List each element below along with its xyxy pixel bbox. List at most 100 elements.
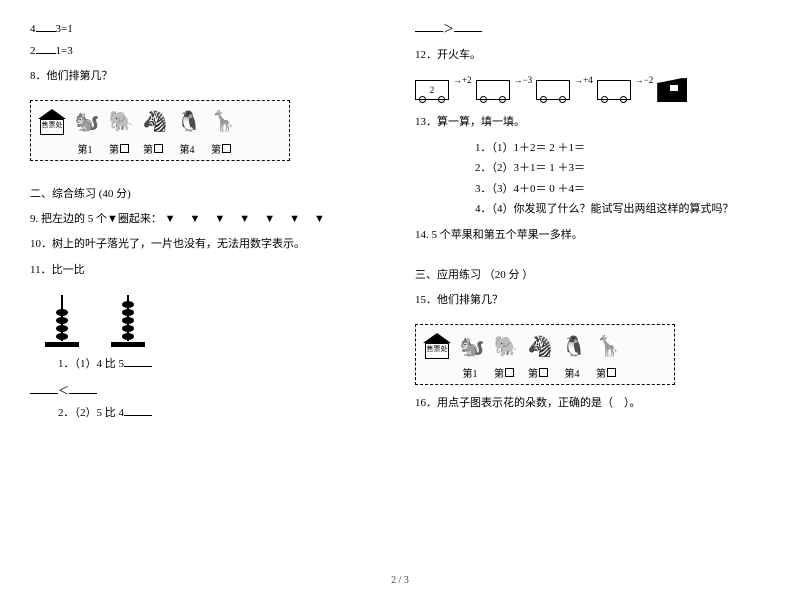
pos-1: 第1 bbox=[456, 365, 484, 380]
pos-5: 第 bbox=[207, 141, 235, 156]
train-figure: 2 →+2 →−3 →+4 →−2 bbox=[415, 78, 770, 102]
pos-prefix: 第 bbox=[596, 365, 606, 380]
gt-line: ＞ bbox=[415, 20, 770, 39]
question-8: 8．他们排第几？ bbox=[30, 68, 385, 86]
question-10: 10．树上的叶子落光了，一片也没有，无法用数字表示。 bbox=[30, 236, 385, 254]
pos-3: 第 bbox=[524, 365, 552, 380]
page-container: 43=1 21=3 8．他们排第几？ 售票处 🐿️ 🐘 🦓 🐧 🦒 第1 第 bbox=[0, 0, 800, 592]
right-column: ＞ 12．开火车。 2 →+2 →−3 →+4 →−2 13．算一算，填一填。 … bbox=[415, 20, 770, 582]
equation-line-2: 21=3 bbox=[30, 42, 385, 61]
op-label: −2 bbox=[644, 75, 654, 85]
pos-2: 第 bbox=[105, 141, 133, 156]
left-column: 43=1 21=3 8．他们排第几？ 售票处 🐿️ 🐘 🦓 🐧 🦒 第1 第 bbox=[30, 20, 385, 582]
eq1-b: 3=1 bbox=[56, 23, 73, 35]
blank bbox=[415, 20, 443, 32]
pos-prefix: 第 bbox=[528, 365, 538, 380]
answer-box-icon bbox=[607, 368, 616, 377]
animal-icon: 🐧 bbox=[175, 109, 203, 135]
locomotive-icon bbox=[657, 78, 687, 102]
wagon-start: 2 bbox=[415, 80, 449, 100]
arrow-op: →−2 bbox=[635, 75, 654, 85]
animal-icon: 🦒 bbox=[594, 333, 622, 359]
booth-label: 售票处 bbox=[425, 343, 449, 359]
animal-icon: 🐿️ bbox=[458, 333, 486, 359]
blank bbox=[124, 355, 152, 367]
pos-4: 第4 bbox=[558, 365, 586, 380]
queue-figure-2: 售票处 🐿️ 🐘 🦓 🐧 🦒 第1 第 第 第4 第 bbox=[415, 324, 675, 385]
arrow-op: →−3 bbox=[514, 75, 533, 85]
question-13: 13．算一算，填一填。 bbox=[415, 114, 770, 132]
q11-sub2: 2．（2）5 比 4 bbox=[30, 404, 385, 423]
pos-prefix: 第 bbox=[143, 141, 153, 156]
animal-icon: 🐘 bbox=[492, 333, 520, 359]
blank bbox=[30, 382, 58, 394]
question-16: 16．用点子图表示花的朵数，正确的是（ ）。 bbox=[415, 395, 770, 413]
lt-symbol: ＜ bbox=[58, 385, 69, 397]
pos-prefix: 第 bbox=[109, 141, 119, 156]
question-12: 12．开火车。 bbox=[415, 47, 770, 65]
position-row-2: 第1 第 第 第4 第 bbox=[422, 365, 668, 380]
q13-4: 4．（4）你发现了什么？能试写出两组这样的算式吗？ bbox=[415, 201, 770, 219]
animal-icon: 🐧 bbox=[560, 333, 588, 359]
queue-figure-1: 售票处 🐿️ 🐘 🦓 🐧 🦒 第1 第 第 第4 第 bbox=[30, 100, 290, 161]
animal-icon: 🦓 bbox=[526, 333, 554, 359]
page-footer: 2 / 3 bbox=[0, 575, 800, 586]
blank bbox=[69, 382, 97, 394]
equation-line-1: 43=1 bbox=[30, 20, 385, 38]
answer-box-icon bbox=[505, 368, 514, 377]
animal-icon: 🦓 bbox=[141, 109, 169, 135]
q11-1-text: 1．（1）4 比 5 bbox=[58, 358, 124, 370]
op-label: −3 bbox=[523, 75, 533, 85]
section-3-title: 三、应用练习 （20 分 ） bbox=[415, 266, 770, 282]
op-label: +4 bbox=[583, 75, 593, 85]
ticket-booth-icon: 售票处 bbox=[422, 333, 452, 359]
question-9: 9. 把左边的 5 个▼圈起来： ▼▼▼▼▼▼▼ bbox=[30, 211, 385, 229]
answer-box-icon bbox=[154, 144, 163, 153]
answer-box-icon bbox=[539, 368, 548, 377]
blank bbox=[454, 20, 482, 32]
position-row-1: 第1 第 第 第4 第 bbox=[37, 141, 283, 156]
question-14: 14. 5 个苹果和第五个苹果一多样。 bbox=[415, 227, 770, 245]
q11-lt-line: ＜ bbox=[30, 382, 385, 400]
eq2-b: 1=3 bbox=[56, 45, 73, 57]
wagon-blank bbox=[597, 80, 631, 100]
abacus-5-icon bbox=[110, 295, 146, 347]
q13-3: 3．（3）4＋0＝ 0 ＋4＝ bbox=[415, 181, 770, 198]
answer-box-icon bbox=[222, 144, 231, 153]
eq1-blank bbox=[36, 20, 56, 32]
eq2-blank bbox=[36, 42, 56, 54]
arrow-op: →+4 bbox=[574, 75, 593, 85]
arrow-op: →+2 bbox=[453, 75, 472, 85]
op-label: +2 bbox=[462, 75, 472, 85]
animal-icon: 🐿️ bbox=[73, 109, 101, 135]
wagon-blank bbox=[476, 80, 510, 100]
abacus-4-icon bbox=[44, 295, 80, 347]
q11-sub1: 1．（1）4 比 5 bbox=[30, 355, 385, 374]
animal-icon: 🐘 bbox=[107, 109, 135, 135]
booth-label: 售票处 bbox=[40, 119, 64, 135]
pos-4: 第4 bbox=[173, 141, 201, 156]
abacus-figure bbox=[44, 295, 385, 347]
pos-5: 第 bbox=[592, 365, 620, 380]
pos-2: 第 bbox=[490, 365, 518, 380]
question-11: 11．比一比 bbox=[30, 262, 385, 280]
animals-row-1: 售票处 🐿️ 🐘 🦓 🐧 🦒 bbox=[37, 109, 283, 135]
pos-3: 第 bbox=[139, 141, 167, 156]
answer-box-icon bbox=[120, 144, 129, 153]
pos-prefix: 第 bbox=[211, 141, 221, 156]
pos-prefix: 第 bbox=[494, 365, 504, 380]
q11-2-text: 2．（2）5 比 4 bbox=[58, 407, 124, 419]
q13-1: 1．（1）1＋2＝ 2 ＋1＝ bbox=[415, 140, 770, 157]
animal-icon: 🦒 bbox=[209, 109, 237, 135]
question-15: 15．他们排第几？ bbox=[415, 292, 770, 310]
wagon-blank bbox=[536, 80, 570, 100]
ticket-booth-icon: 售票处 bbox=[37, 109, 67, 135]
gt-symbol: ＞ bbox=[443, 23, 454, 35]
animals-row-2: 售票处 🐿️ 🐘 🦓 🐧 🦒 bbox=[422, 333, 668, 359]
triangles-icons: ▼▼▼▼▼▼▼ bbox=[165, 213, 339, 225]
q9-text: 9. 把左边的 5 个▼圈起来： bbox=[30, 213, 162, 225]
q13-2: 2．（2）3＋1＝ 1 ＋3＝ bbox=[415, 160, 770, 177]
blank bbox=[124, 404, 152, 416]
pos-1: 第1 bbox=[71, 141, 99, 156]
section-2-title: 二、综合练习 (40 分) bbox=[30, 185, 385, 201]
